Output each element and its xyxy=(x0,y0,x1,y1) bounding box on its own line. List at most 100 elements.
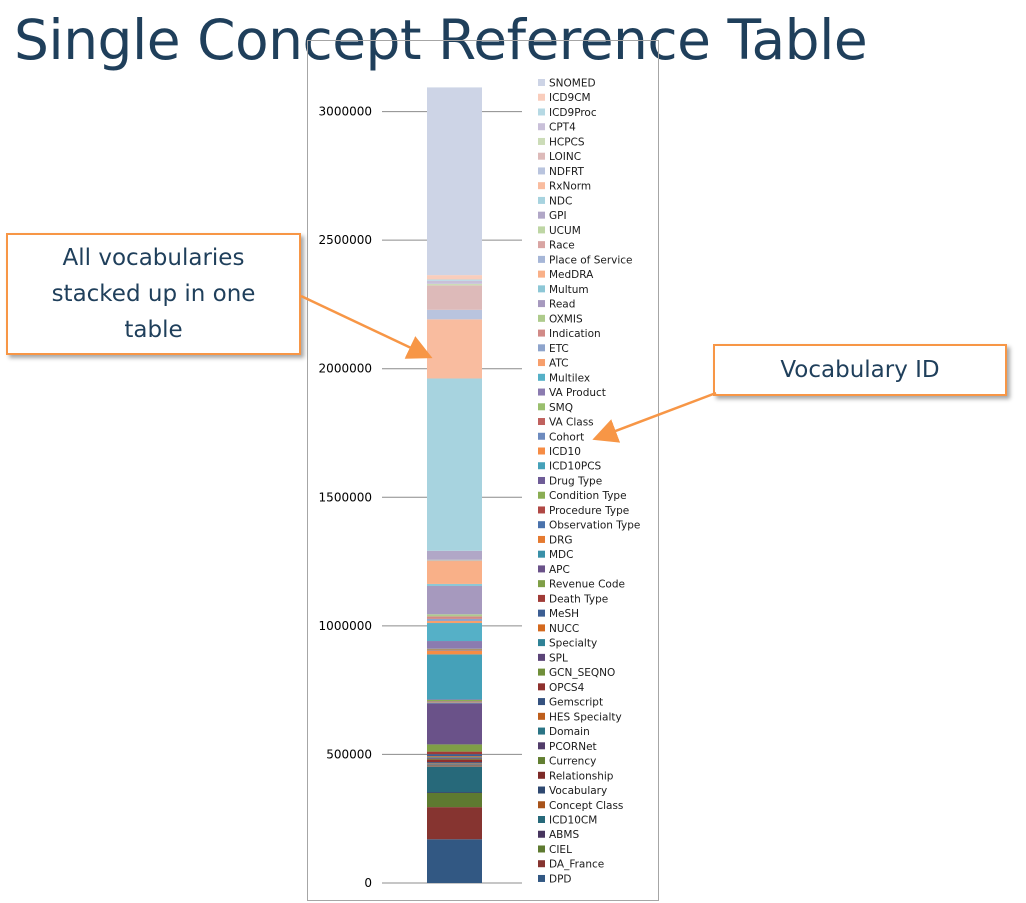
bar-segment-icd10pcs xyxy=(427,654,482,700)
bar-segment-nucc xyxy=(427,756,482,758)
legend-swatch xyxy=(538,668,545,676)
legend-swatch xyxy=(538,196,545,204)
legend-label: DRG xyxy=(549,534,573,546)
y-tick-label: 500000 xyxy=(326,747,372,761)
legend-swatch xyxy=(538,594,545,602)
legend-swatch xyxy=(538,182,545,190)
bar-segment-smq xyxy=(427,648,482,650)
legend-swatch xyxy=(538,712,545,720)
bar-segment-gcn-seqno xyxy=(427,758,482,760)
legend-swatch xyxy=(538,727,545,735)
bar-segment-death-type xyxy=(427,751,482,755)
legend-swatch xyxy=(538,241,545,249)
legend-swatch xyxy=(538,801,545,809)
legend-label: Place of Service xyxy=(549,254,633,266)
legend-swatch xyxy=(538,624,545,632)
legend-swatch xyxy=(538,845,545,853)
bar-segment-pcornet xyxy=(427,764,482,765)
legend-label: Specialty xyxy=(549,638,597,650)
callout-vocabulary-id: Vocabulary ID xyxy=(713,344,1007,396)
bar-segment-va-product xyxy=(427,641,482,649)
bar-segment-domain xyxy=(427,763,482,765)
bar-segment-oxmis xyxy=(427,614,482,617)
legend-swatch xyxy=(538,742,545,750)
legend-label: PCORNet xyxy=(549,741,597,753)
legend-label: Concept Class xyxy=(549,800,623,812)
bar-segment-gpi xyxy=(427,550,482,560)
bar-segment-rxnorm xyxy=(427,319,482,379)
legend-swatch xyxy=(538,521,545,529)
legend-swatch xyxy=(538,359,545,367)
legend-swatch xyxy=(538,860,545,868)
bar-segment-specialty xyxy=(427,757,482,759)
bar-segment-atc xyxy=(427,620,482,624)
legend-swatch xyxy=(538,432,545,440)
legend-swatch xyxy=(538,565,545,573)
bar-segment-loinc xyxy=(427,285,482,310)
legend-swatch xyxy=(538,874,545,882)
legend-label: MDC xyxy=(549,549,573,561)
legend-label: OXMIS xyxy=(549,313,583,325)
bar-segment-ndc xyxy=(427,378,482,551)
legend-label: Multilex xyxy=(549,372,590,384)
bar-segment-drg xyxy=(427,702,482,703)
legend-label: MeSH xyxy=(549,608,579,620)
bar-segment-vocabulary xyxy=(427,765,482,767)
bar-segment-mdc xyxy=(427,702,482,704)
legend-label: Drug Type xyxy=(549,475,602,487)
legend-swatch xyxy=(538,314,545,322)
legend-swatch xyxy=(538,285,545,293)
legend-swatch xyxy=(538,79,545,86)
legend-label: Currency xyxy=(549,756,596,768)
legend-swatch xyxy=(538,653,545,661)
legend-swatch xyxy=(538,535,545,543)
legend-swatch xyxy=(538,373,545,381)
legend-swatch xyxy=(538,167,545,175)
legend-label: NDFRT xyxy=(549,166,585,178)
legend-swatch xyxy=(538,476,545,484)
bar-segment-cpt4 xyxy=(427,280,482,284)
legend-label: NDC xyxy=(549,195,572,207)
bar-segment-abms xyxy=(427,792,482,793)
legend-label: Condition Type xyxy=(549,490,627,502)
y-tick-label: 2000000 xyxy=(319,362,372,376)
legend-swatch xyxy=(538,108,545,116)
bar-segment-icd9proc xyxy=(427,279,482,281)
legend-swatch xyxy=(538,757,545,765)
legend-swatch xyxy=(538,329,545,337)
slide-title: Single Concept Reference Table xyxy=(14,8,868,72)
bar-segment-indication xyxy=(427,616,482,619)
bar-segment-multum xyxy=(427,583,482,586)
legend-label: NUCC xyxy=(549,623,579,635)
legend-label: Read xyxy=(549,299,575,311)
legend-swatch xyxy=(538,300,545,308)
bar-segment-meddra xyxy=(427,560,482,584)
legend-swatch xyxy=(538,786,545,794)
bar-segment-da-france xyxy=(427,807,482,840)
legend-label: ICD9Proc xyxy=(549,107,597,119)
y-tick-label: 0 xyxy=(364,876,372,890)
bar-segment-icd10cm xyxy=(427,766,482,793)
legend-label: SMQ xyxy=(549,402,573,414)
bar-segment-hes-specialty xyxy=(427,763,482,764)
bar-segment-ucum xyxy=(427,559,482,561)
legend-label: Revenue Code xyxy=(549,579,625,591)
legend-swatch xyxy=(538,93,545,101)
y-tick-label: 1500000 xyxy=(319,490,372,504)
bar-segment-procedure-type xyxy=(427,701,482,702)
legend-label: ATC xyxy=(549,358,569,370)
bar-segment-etc xyxy=(427,618,482,621)
y-axis-ticks: 0 500000 1000000 1500000 2000000 2500000 30000… xyxy=(319,105,372,890)
legend-swatch xyxy=(538,580,545,588)
callout-all-vocabularies: All vocabularies stacked up in one table xyxy=(6,233,301,355)
bar-segment-condition-type xyxy=(427,699,482,702)
bar-segment-observation-type xyxy=(427,701,482,703)
legend-label: ICD10PCS xyxy=(549,461,602,473)
legend-swatch xyxy=(538,639,545,647)
y-tick-label: 3000000 xyxy=(319,105,372,119)
legend-swatch xyxy=(538,609,545,617)
legend-label: LOINC xyxy=(549,151,581,163)
legend-label: SPL xyxy=(549,652,568,664)
legend-label: SNOMED xyxy=(549,78,596,90)
